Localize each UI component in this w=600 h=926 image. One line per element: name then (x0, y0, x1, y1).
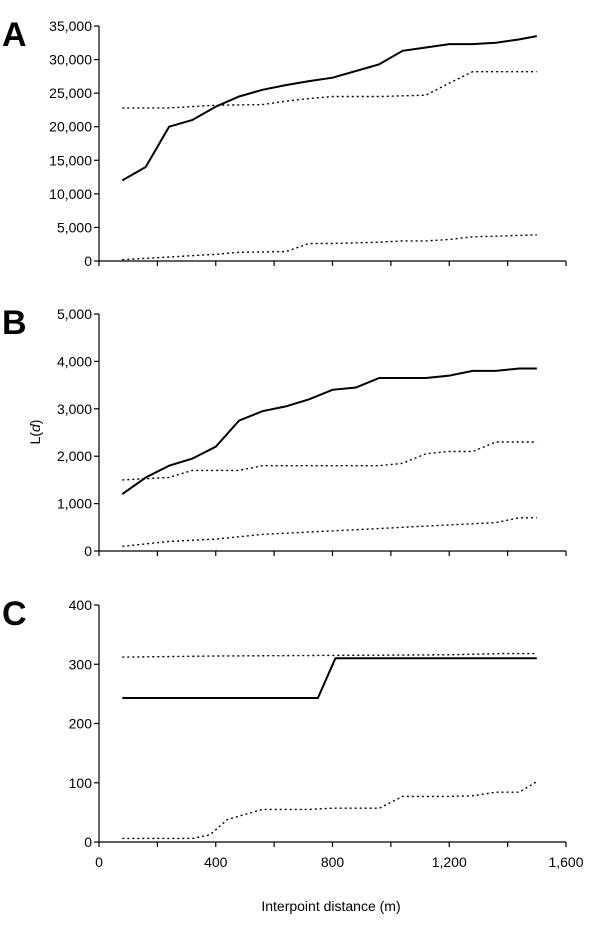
x-tick-label: 400 (204, 854, 228, 870)
x-tick-label: 0 (95, 854, 103, 870)
y-tick-label: 35,000 (49, 18, 92, 34)
y-tick-label: 1,000 (57, 496, 92, 512)
y-tick-label: 0 (84, 834, 92, 850)
chart-panel-c: C 0 100 200 300 400 0 400 800 1,200 1,600 (2, 595, 584, 870)
y-tick-label: 0 (84, 543, 92, 559)
panel-label: B (2, 304, 27, 342)
series-line-envelope-2 (122, 517, 537, 547)
x-tick-label: 1,200 (432, 854, 467, 870)
y-tick-label: 100 (69, 775, 93, 791)
x-axis-title: Interpoint distance (m) (261, 898, 400, 914)
series-line-envelope-2 (122, 234, 537, 261)
chart-panel-a: A 0 5,000 10,000 15,000 20,000 25,000 30,000 35,… (2, 16, 567, 269)
y-tick-label: 10,000 (49, 186, 92, 202)
y-tick-label: 300 (69, 656, 93, 672)
y-tick-label: 20,000 (49, 119, 92, 135)
y-tick-label: 2,000 (57, 448, 92, 464)
y-tick-label: 200 (69, 716, 93, 732)
y-tick-label: 5,000 (57, 219, 92, 235)
y-tick-label: 25,000 (49, 85, 92, 101)
panels: A 0 5,000 10,000 15,000 20,000 25,000 30,000 35,… (2, 16, 584, 870)
y-tick-label: 15,000 (49, 152, 92, 168)
series-line-observed (121, 367, 537, 495)
series-line-envelope-2 (122, 781, 538, 840)
panel-label: C (2, 595, 27, 633)
panel-label: A (2, 16, 27, 54)
y-axis-title-prefix: L( (27, 432, 43, 445)
y-tick-label: 30,000 (49, 52, 92, 68)
y-axis-title-suffix: ) (27, 420, 43, 425)
y-axis-title-variable: d (27, 423, 43, 432)
y-tick-label: 0 (84, 253, 92, 269)
series-line-observed (121, 35, 537, 182)
y-axis-title: L(d) (27, 420, 43, 445)
y-tick-label: 4,000 (57, 353, 92, 369)
y-tick-label: 3,000 (57, 401, 92, 417)
y-tick-label: 5,000 (57, 306, 92, 322)
series-line-envelope-1 (122, 70, 537, 109)
y-tick-label: 400 (69, 597, 93, 613)
series-line-envelope-1 (122, 441, 537, 481)
chart-panel-b: B 0 1,000 2,000 3,000 4,000 5,000 (2, 304, 567, 559)
x-tick-label: 1,600 (548, 854, 583, 870)
x-tick-label: 800 (321, 854, 345, 870)
series-line-observed (122, 657, 537, 699)
series-line-envelope-1 (122, 652, 537, 658)
